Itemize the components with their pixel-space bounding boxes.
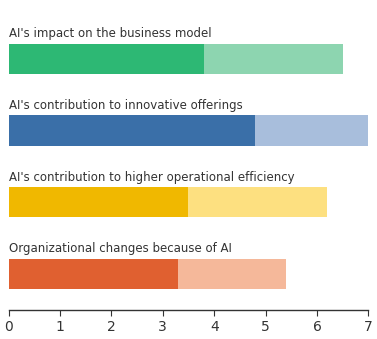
Text: AI's contribution to innovative offerings: AI's contribution to innovative offering… <box>9 99 242 112</box>
Bar <box>9 44 204 74</box>
Text: AI's contribution to higher operational efficiency: AI's contribution to higher operational … <box>9 171 294 183</box>
Bar <box>9 187 188 217</box>
Bar <box>9 259 286 289</box>
Bar <box>9 44 343 74</box>
Bar <box>9 115 255 145</box>
Text: Organizational changes because of AI: Organizational changes because of AI <box>9 242 231 255</box>
Text: AI's impact on the business model: AI's impact on the business model <box>9 27 211 40</box>
Bar <box>9 259 178 289</box>
Bar <box>9 115 371 145</box>
Bar <box>9 187 327 217</box>
